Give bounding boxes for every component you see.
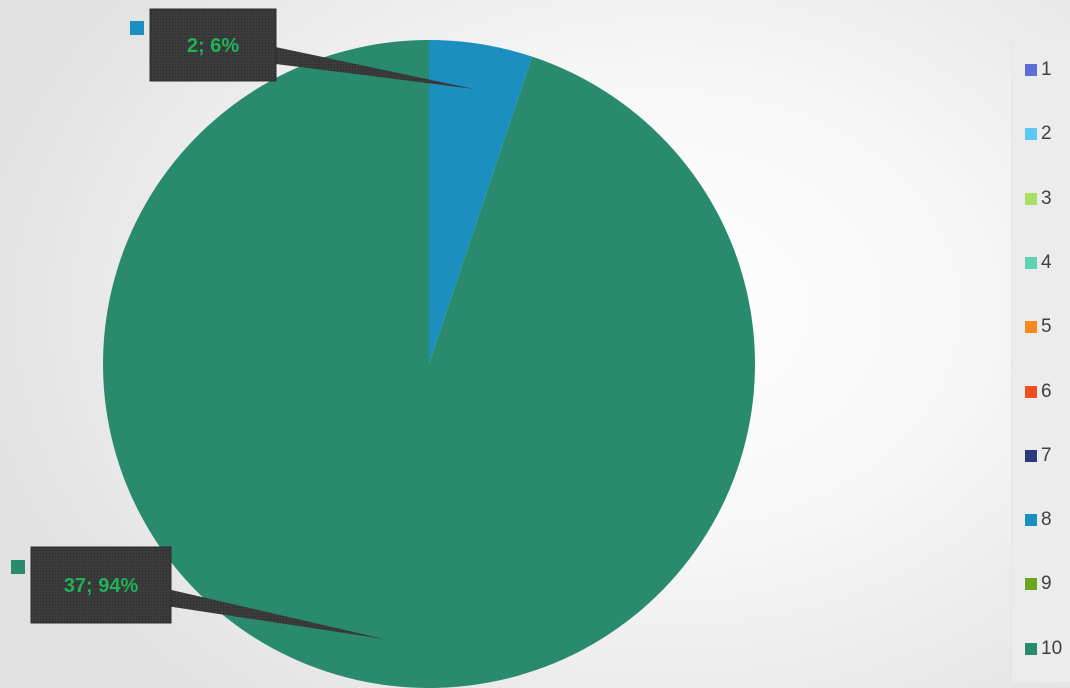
legend-item-8: 8 (1025, 508, 1052, 532)
pie-slice-8 (429, 39, 533, 364)
legend-swatch-9 (1025, 578, 1037, 591)
legend-swatch-6 (1025, 385, 1037, 398)
legend-label-3: 3 (1041, 187, 1052, 209)
legend-item-2: 2 (1025, 122, 1052, 146)
legend-label-1: 1 (1041, 59, 1052, 80)
legend-label-4: 4 (1041, 251, 1052, 273)
legend-swatch-10 (1025, 642, 1037, 655)
data-label-text-8: 2; 6% (187, 35, 239, 57)
legend-label-9: 9 (1041, 573, 1052, 595)
legend: 1 2 3 4 5 6 7 8 9 10 (1011, 40, 1070, 682)
legend-swatch-5 (1025, 321, 1037, 334)
legend-item-1: 1 (1025, 58, 1052, 82)
data-label-swatch-8 (130, 21, 144, 35)
legend-swatch-3 (1025, 192, 1037, 205)
data-label-swatch-10 (11, 560, 25, 574)
data-label-box-8 (149, 8, 277, 82)
legend-label-6: 6 (1041, 380, 1052, 402)
legend-swatch-1 (1025, 64, 1037, 76)
data-label-leader-8 (211, 34, 474, 89)
legend-label-7: 7 (1041, 444, 1052, 466)
legend-label-8: 8 (1041, 509, 1052, 531)
legend-label-5: 5 (1041, 316, 1052, 338)
legend-item-7: 7 (1025, 444, 1052, 468)
data-label-box-10 (30, 546, 172, 624)
legend-label-10: 10 (1041, 637, 1063, 659)
legend-item-6: 6 (1025, 380, 1052, 404)
data-label-text-10: 37; 94% (64, 575, 139, 597)
legend-item-9: 9 (1025, 572, 1052, 596)
legend-swatch-7 (1025, 449, 1037, 462)
legend-item-5: 5 (1025, 315, 1052, 339)
legend-item-10: 10 (1025, 637, 1062, 661)
legend-swatch-8 (1025, 514, 1037, 527)
legend-swatch-4 (1025, 256, 1037, 269)
legend-swatch-2 (1025, 128, 1037, 141)
legend-item-3: 3 (1025, 187, 1052, 211)
pie-slice-10 (103, 40, 756, 688)
legend-label-2: 2 (1041, 123, 1052, 145)
legend-item-4: 4 (1025, 251, 1052, 275)
